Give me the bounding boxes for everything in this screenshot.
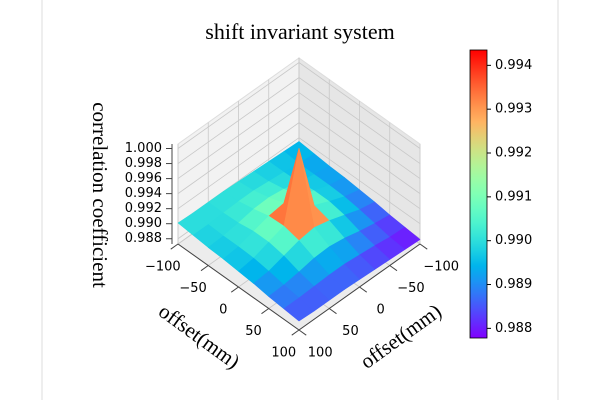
x-tick [230,286,239,293]
x-tick [200,265,209,272]
grid-line [177,107,421,194]
y-tick [298,329,307,336]
grid-line [177,92,421,179]
colorbar-tick-label: 0.990 [495,233,532,248]
x-tick-label: −50 [179,281,206,296]
y-tick [419,243,428,250]
y-tick-label: −50 [397,281,424,296]
chart-title: shift invariant system [205,19,394,44]
y-tick [389,265,398,272]
y-tick-label: −100 [423,260,459,275]
x-tick-label: 50 [245,324,262,339]
z-tick-label: 0.988 [125,231,162,246]
x-tick [170,243,179,250]
z-tick-label: 0.996 [125,171,162,186]
y-tick-label: 100 [308,346,333,361]
y-tick-label: 0 [377,303,385,318]
x-tick-label: 0 [219,303,227,318]
z-tick-label: 0.994 [125,186,162,201]
x-tick-label: 100 [271,346,296,361]
z-axis-label: correlation coefficient [88,102,112,288]
grid-line [177,77,421,164]
z-tick-label: 0.992 [125,201,162,216]
y-tick [359,286,368,293]
surface-facet [283,297,315,322]
colorbar-tick-label: 0.994 [495,58,532,73]
colorbar-tick-label: 0.991 [495,189,532,204]
x-tick-label: −100 [145,260,181,275]
grid-line [177,62,421,149]
colorbar-tick-label: 0.992 [495,146,532,161]
colorbar [469,49,488,339]
x-tick [291,329,300,336]
y-tick [328,308,337,315]
z-tick-label: 1.000 [125,141,162,156]
x-tick [261,308,270,315]
colorbar-tick-label: 0.988 [495,321,532,336]
colorbar-tick-label: 0.993 [495,102,532,117]
colorbar-tick-label: 0.989 [495,277,532,292]
z-tick-label: 0.990 [125,216,162,231]
x-axis-label: offset(mm) [154,299,244,374]
z-tick-label: 0.998 [125,156,162,171]
y-tick-label: 50 [342,324,359,339]
y-axis-label: offset(mm) [356,299,446,374]
grid-line [177,122,421,209]
